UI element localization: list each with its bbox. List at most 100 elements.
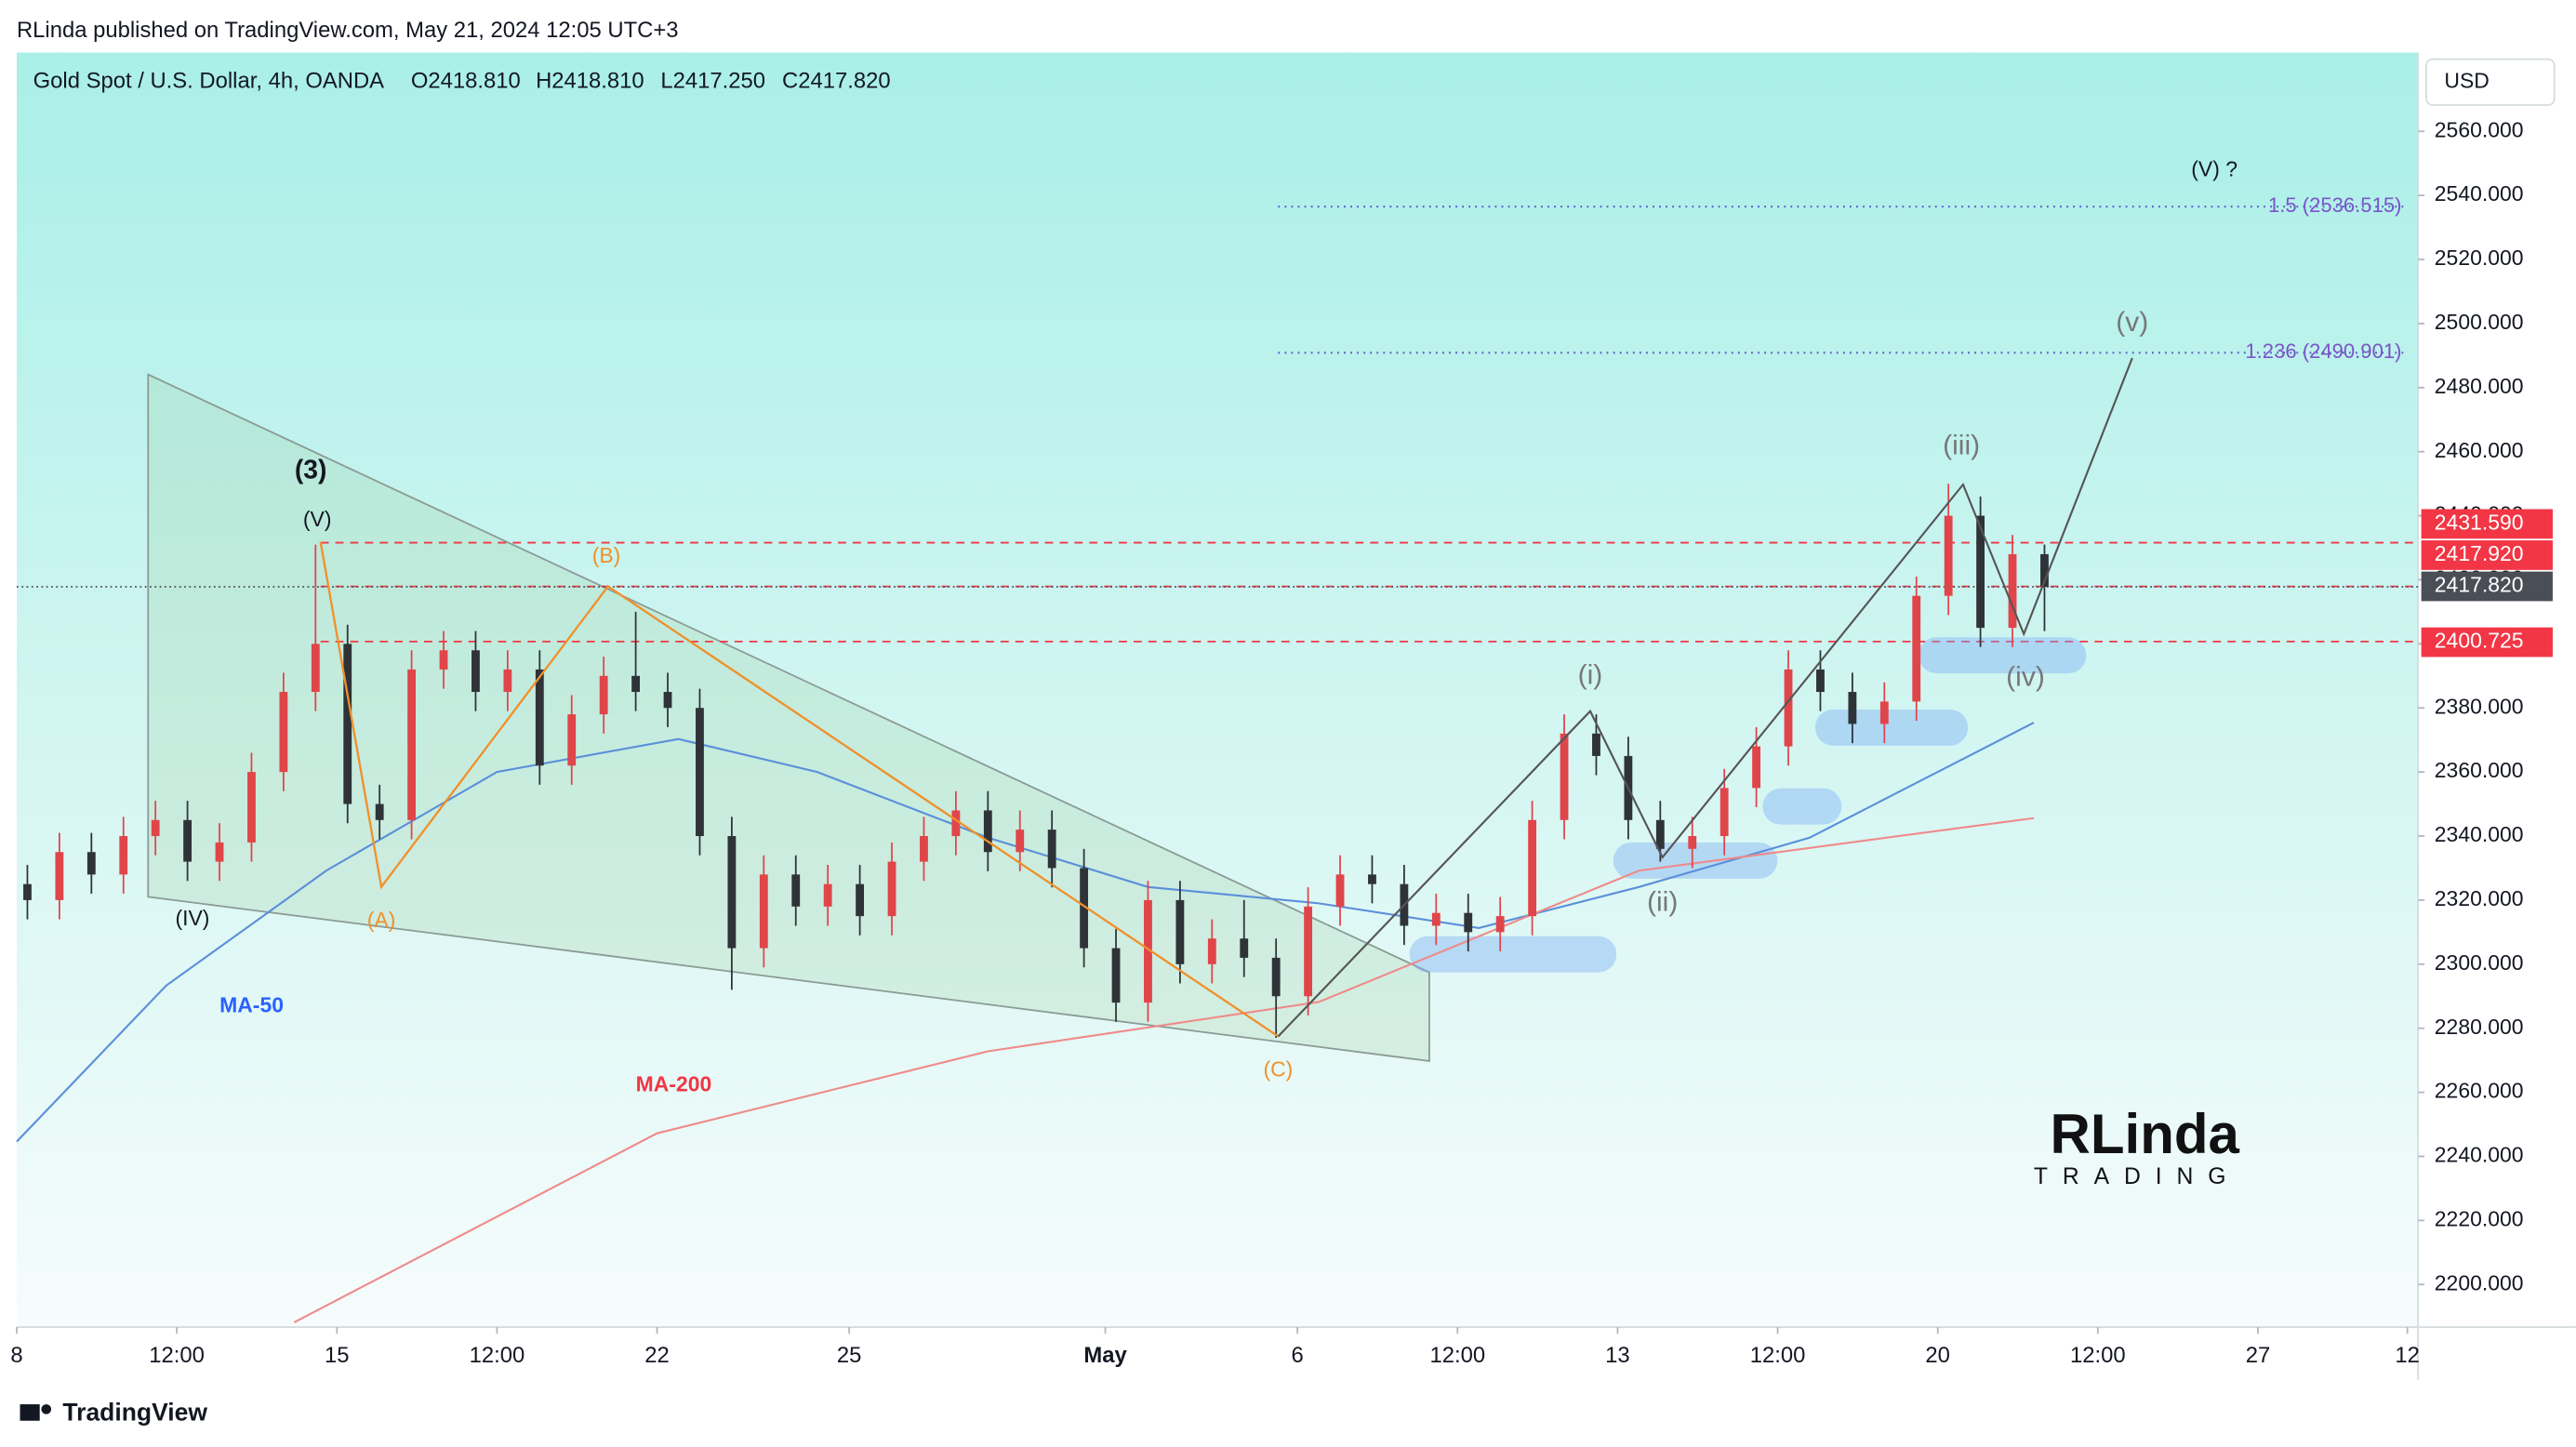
plot-bg — [16, 52, 2419, 1328]
candle-body — [1848, 692, 1857, 724]
currency-box — [2425, 58, 2556, 106]
x-tick-label: 12:00 — [1750, 1343, 1806, 1368]
y-tick-label: 2240.000 — [2435, 1143, 2524, 1167]
candle-body — [119, 836, 128, 875]
moving-average — [293, 816, 2035, 1323]
candle-body — [759, 874, 768, 949]
price-tag-label: 2431.590 — [2435, 510, 2524, 534]
x-tick-label: 13 — [1605, 1343, 1630, 1368]
candle-body — [920, 836, 928, 862]
candle-body — [151, 819, 160, 837]
logo-main: RLinda — [2051, 1103, 2240, 1165]
fib-label: 1.5 (2536.515) — [2268, 193, 2402, 217]
candle-body — [631, 675, 641, 693]
support-zone — [1919, 637, 2087, 674]
y-tick-label: 2320.000 — [2435, 886, 2524, 910]
candle-body — [471, 650, 480, 693]
candle-body — [791, 874, 801, 907]
wave-impulse — [1277, 357, 2133, 1038]
y-tick-label: 2540.000 — [2435, 181, 2524, 206]
triangle-pattern — [147, 373, 1430, 1062]
tv-logo-mark — [20, 1404, 40, 1421]
y-tick-label: 2200.000 — [2435, 1270, 2524, 1294]
candle-body — [1879, 701, 1889, 724]
x-tick-label: 12:00 — [2070, 1343, 2126, 1368]
candle-body — [439, 650, 448, 670]
wave-label: (3) — [295, 454, 327, 484]
y-tick-label: 2260.000 — [2435, 1079, 2524, 1103]
y-tick-label: 2460.000 — [2435, 438, 2524, 462]
candle-body — [983, 810, 992, 853]
candle-body — [1688, 836, 1697, 849]
price-tag — [2421, 540, 2553, 570]
x-tick-label: 20 — [1925, 1343, 1950, 1368]
x-tick-label: 12 — [2395, 1343, 2420, 1368]
logo-sub: TRADING — [2034, 1164, 2241, 1189]
candle-body — [1271, 957, 1281, 997]
candle-body — [1976, 515, 1985, 629]
price-tag-label: 2417.820 — [2435, 573, 2524, 597]
y-tick-label: 2280.000 — [2435, 1015, 2524, 1039]
candle-body — [1111, 948, 1121, 1003]
wave-label: (V) ? — [2191, 157, 2237, 181]
ohlc-value: O2418.810 — [411, 69, 521, 94]
candle-body — [2040, 553, 2049, 587]
candle-body — [407, 669, 417, 820]
candle-body — [823, 883, 832, 907]
candle-body — [23, 883, 32, 900]
x-tick-label: May — [1083, 1343, 1127, 1368]
candle-body — [1368, 874, 1376, 884]
x-tick-label: 8 — [10, 1343, 22, 1368]
x-tick-label: 27 — [2246, 1343, 2271, 1368]
wave-label: (IV) — [175, 906, 209, 930]
candle-body — [86, 852, 96, 875]
candle-body — [1304, 906, 1313, 997]
candle-body — [1047, 830, 1056, 869]
y-tick-label: 2300.000 — [2435, 950, 2524, 975]
candle-body — [1720, 788, 1729, 837]
tv-logo-mark — [41, 1404, 52, 1414]
fib-label: 1.236 (2490.901) — [2245, 339, 2401, 363]
wave-abc — [319, 541, 1280, 1038]
wave-label: (B) — [592, 543, 621, 567]
candle-body — [311, 644, 320, 693]
candle-body — [599, 675, 608, 715]
candle-body — [1784, 669, 1793, 747]
footer-logo — [20, 1404, 52, 1421]
y-tick-label: 2340.000 — [2435, 822, 2524, 846]
candle-body — [663, 692, 672, 709]
wave-label: (i) — [1578, 660, 1603, 691]
candle-body — [1175, 899, 1185, 964]
candle-body — [1816, 669, 1825, 693]
candle-body — [1207, 938, 1216, 964]
x-tick-label: 22 — [644, 1343, 670, 1368]
y-tick-label: 2520.000 — [2435, 246, 2524, 270]
candle-body — [375, 803, 384, 820]
candle-body — [1528, 819, 1537, 917]
footer-brand: TradingView — [62, 1399, 207, 1427]
candle-body — [727, 836, 737, 949]
candle-body — [1080, 868, 1089, 949]
ohlc-value: C2417.820 — [782, 69, 891, 94]
wave-label: (C) — [1263, 1057, 1293, 1082]
ohlc-value: L2417.250 — [660, 69, 765, 94]
candle-body — [951, 810, 961, 837]
ohlc-value: H2418.810 — [536, 69, 644, 94]
candle-body — [247, 772, 256, 843]
candle-body — [183, 819, 193, 862]
candle-body — [279, 692, 288, 773]
wave-label: (ii) — [1647, 886, 1678, 917]
currency: USD — [2444, 68, 2489, 92]
candle-body — [856, 883, 865, 917]
symbol-title: Gold Spot / U.S. Dollar, 4h, OANDA — [33, 69, 385, 94]
wave-label: (V) — [303, 507, 332, 531]
y-tick-label: 2380.000 — [2435, 694, 2524, 718]
wave-label: (iii) — [1943, 430, 1980, 460]
candle-body — [887, 861, 896, 917]
wave-label: MA-50 — [219, 993, 284, 1017]
candle-body — [1495, 916, 1505, 933]
wave-label: (iv) — [2006, 661, 2045, 692]
candle-body — [2008, 553, 2017, 629]
support-zone — [1409, 936, 1617, 973]
